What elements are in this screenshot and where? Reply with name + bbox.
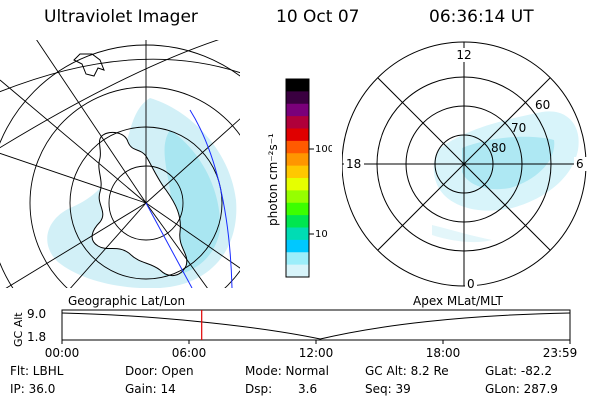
mlt-label-12: 12 [456, 48, 471, 62]
colorbar-swatch [286, 103, 309, 117]
colorbar-swatch [286, 128, 309, 142]
timeline-frame [61, 309, 571, 341]
mode-info: Mode: Normal [245, 364, 329, 378]
apex-polar-plot: 12 18 6 0 60 70 80 [342, 41, 588, 291]
colorbar-swatch [286, 227, 309, 241]
mlt-label-18: 18 [346, 157, 361, 171]
colorbar-swatch [286, 116, 309, 129]
observation-date: 10 Oct 07 [276, 7, 360, 27]
timeline-ytick-9: 9.0 [27, 307, 46, 321]
timeline-ylabel: GC Alt [12, 312, 25, 347]
orbit-altitude-timeline: GC Alt 9.0 1.8 00:00 06:00 12:00 18:00 23:59 [12, 307, 578, 360]
mlt-label-6: 6 [576, 157, 584, 171]
timeline-xtick-label: 00:00 [45, 346, 80, 360]
colorbar-swatch [286, 91, 309, 105]
mlat-label-60: 60 [535, 98, 550, 112]
uv-emission-region [432, 111, 579, 243]
colorbar-swatch [286, 153, 309, 167]
geographic-panel-label: Geographic Lat/Lon [68, 294, 186, 308]
colorbar: 100 10 photon cm⁻²s⁻¹ [266, 78, 332, 278]
timeline-xtick-label: 12:00 [299, 346, 334, 360]
seq-info: Seq: 39 [365, 382, 411, 396]
filter-info: Flt: LBHL [10, 364, 64, 378]
door-info: Door: Open [125, 364, 194, 378]
colorbar-tick-10: 10 [315, 229, 328, 240]
gain-info: Gain: 14 [125, 382, 176, 396]
timeline-xtick-label: 18:00 [426, 346, 461, 360]
geographic-grid [0, 40, 240, 288]
colorbar-swatch [286, 178, 309, 191]
terminator-line [189, 109, 233, 288]
dsp-label: Dsp: [245, 382, 273, 396]
geographic-map-panel [0, 40, 240, 288]
mlat-mlt-grid [342, 41, 587, 287]
colorbar-swatch [286, 215, 309, 228]
instrument-title: Ultraviolet Imager [44, 7, 198, 27]
dsp-value: 3.6 [298, 382, 318, 396]
timeline-xtick-label: 23:59 [543, 346, 578, 360]
colorbar-swatch [286, 239, 309, 253]
glat-info: GLat: -82.2 [485, 364, 552, 378]
satellite-track [145, 202, 193, 288]
timeline-ytick-1-8: 1.8 [27, 330, 46, 344]
mlt-label-0: 0 [467, 277, 475, 291]
mlat-label-80: 80 [491, 141, 506, 155]
observation-time: 06:36:14 UT [429, 7, 534, 27]
colorbar-tick-100: 100 [315, 144, 332, 155]
colorbar-unit-label: photon cm⁻²s⁻¹ [266, 133, 280, 226]
apex-panel-label: Apex MLat/MLT [413, 294, 503, 308]
colorbar-swatch [286, 165, 309, 179]
colorbar-swatch [286, 190, 309, 204]
colorbar-strip [286, 79, 309, 278]
timeline-xtick-label: 06:00 [172, 346, 207, 360]
colorbar-swatch [286, 79, 309, 92]
mlat-label-70: 70 [511, 121, 526, 135]
colorbar-swatch [286, 252, 309, 266]
south-america-coastline [73, 53, 105, 77]
glon-info: GLon: 287.9 [485, 382, 558, 396]
colorbar-swatch [286, 264, 309, 278]
altitude-curve [61, 312, 571, 340]
gc-alt-info: GC Alt: 8.2 Re [365, 364, 449, 378]
colorbar-swatch [286, 140, 309, 154]
colorbar-swatch [286, 202, 309, 216]
ip-info: IP: 36.0 [10, 382, 56, 396]
